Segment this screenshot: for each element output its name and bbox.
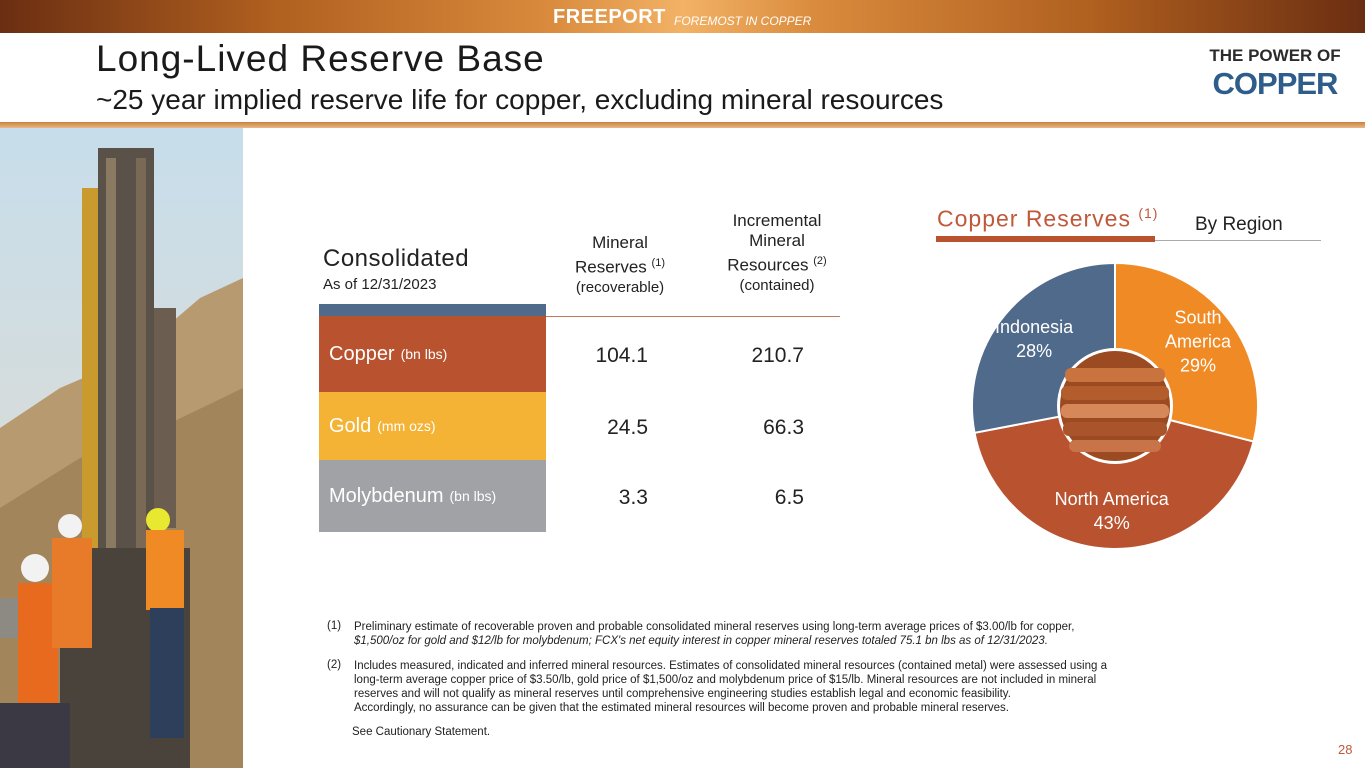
footnote-1-line: Preliminary estimate of recoverable prov… (354, 621, 1075, 633)
row-label-text: Gold (329, 414, 372, 437)
copper-reserves-pie: South America 29% North America 43% Indonesia… (971, 261, 1259, 550)
footnote-1-number: (1) (327, 620, 342, 632)
brand-name: FREEPORT (553, 6, 666, 28)
col1-line1: Mineral (592, 233, 648, 252)
pie-label-0: South America 29% (1165, 308, 1232, 376)
footnote-1-line: $1,500/oz for gold and $12/lb for molybd… (354, 635, 1048, 647)
pie-label-value: 28% (1016, 341, 1052, 361)
logo-line-1: THE POWER OF (1209, 46, 1341, 65)
copper-resources-value: 210.7 (751, 344, 804, 367)
footnote-2-number: (2) (327, 659, 342, 671)
row-unit: (mm ozs) (377, 418, 436, 434)
pie-title-underline (936, 236, 1155, 242)
brand-tagline: FOREMOST IN COPPER (674, 14, 812, 28)
pie-title-note: (1) (1138, 205, 1159, 221)
table-date: As of 12/31/2023 (323, 276, 437, 293)
col-header-resources: Incremental Mineral Resources (2) (conta… (707, 211, 847, 296)
pie-label-name: South (1174, 308, 1221, 328)
col1-line2: Reserves (575, 257, 647, 277)
col1-paren: (recoverable) (575, 278, 665, 296)
copper-reserves-value: 104.1 (595, 344, 648, 367)
footnote-1: Preliminary estimate of recoverable prov… (354, 620, 1214, 648)
table-title: Consolidated (323, 245, 470, 272)
row-unit: (bn lbs) (400, 346, 448, 362)
footnote-2-line: Accordingly, no assurance can be given t… (354, 702, 1009, 714)
gold-resources-value: 66.3 (763, 416, 804, 439)
pie-title: Copper Reserves (1) (937, 205, 1158, 233)
power-of-copper-logo: THE POWER OF COPPER (1197, 46, 1353, 106)
col2-line1: Incremental (732, 211, 822, 230)
footnote-2-line: Includes measured, indicated and inferre… (354, 660, 1107, 672)
col2-note: (2) (813, 255, 827, 267)
footnote-2: Includes measured, indicated and inferre… (354, 659, 1214, 715)
cautionary-statement: See Cautionary Statement. (352, 726, 491, 738)
pie-label-name: North America (1055, 489, 1170, 509)
copper-coils-center-image (1057, 348, 1173, 464)
drilling-rig-photo (0, 128, 243, 768)
pie-label-value: 29% (1180, 356, 1216, 376)
row-label-gold: Gold (mm ozs) (319, 392, 546, 460)
pie-label-name: America (1165, 332, 1232, 352)
col2-line2: Mineral (749, 231, 805, 250)
row-label-text: Copper (329, 342, 395, 365)
moly-resources-value: 6.5 (774, 486, 804, 509)
pie-title-text: Copper Reserves (937, 205, 1131, 232)
col2-line3: Resources (727, 255, 809, 275)
col-header-reserves: Mineral Reserves (1) (recoverable) (560, 233, 680, 298)
col2-paren: (contained) (739, 276, 815, 294)
page-number: 28 (1338, 742, 1353, 757)
pie-label-1: North America 43% (1055, 489, 1170, 533)
footnote-2-line: long-term average copper price of $3.50/… (354, 674, 1097, 686)
pie-label-2: Indonesia 28% (995, 317, 1074, 361)
row-label-text: Molybdenum (329, 484, 444, 507)
row-unit: (bn lbs) (449, 488, 497, 504)
pie-label-name: Indonesia (995, 317, 1074, 337)
pie-label-value: 43% (1094, 513, 1130, 533)
table-header-band (319, 304, 546, 316)
row-label-molybdenum: Molybdenum (bn lbs) (319, 460, 546, 532)
gold-reserves-value: 24.5 (607, 416, 648, 439)
table-header-rule (546, 316, 840, 317)
row-label-copper: Copper (bn lbs) (319, 316, 546, 392)
logo-line-2: COPPER (1212, 66, 1339, 101)
pie-slice-1 (973, 404, 1255, 550)
slide-subtitle: ~25 year implied reserve life for copper… (96, 84, 944, 115)
col1-note: (1) (651, 257, 665, 269)
pie-subtitle: By Region (1195, 214, 1283, 235)
top-banner: FREEPORT FOREMOST IN COPPER (0, 0, 1365, 33)
footnote-2-line: reserves and will not qualify as mineral… (354, 688, 1011, 700)
slide-title: Long-Lived Reserve Base (96, 38, 545, 79)
moly-reserves-value: 3.3 (618, 486, 648, 509)
header-rule (0, 122, 1365, 128)
pie-title-rule (1155, 240, 1321, 241)
